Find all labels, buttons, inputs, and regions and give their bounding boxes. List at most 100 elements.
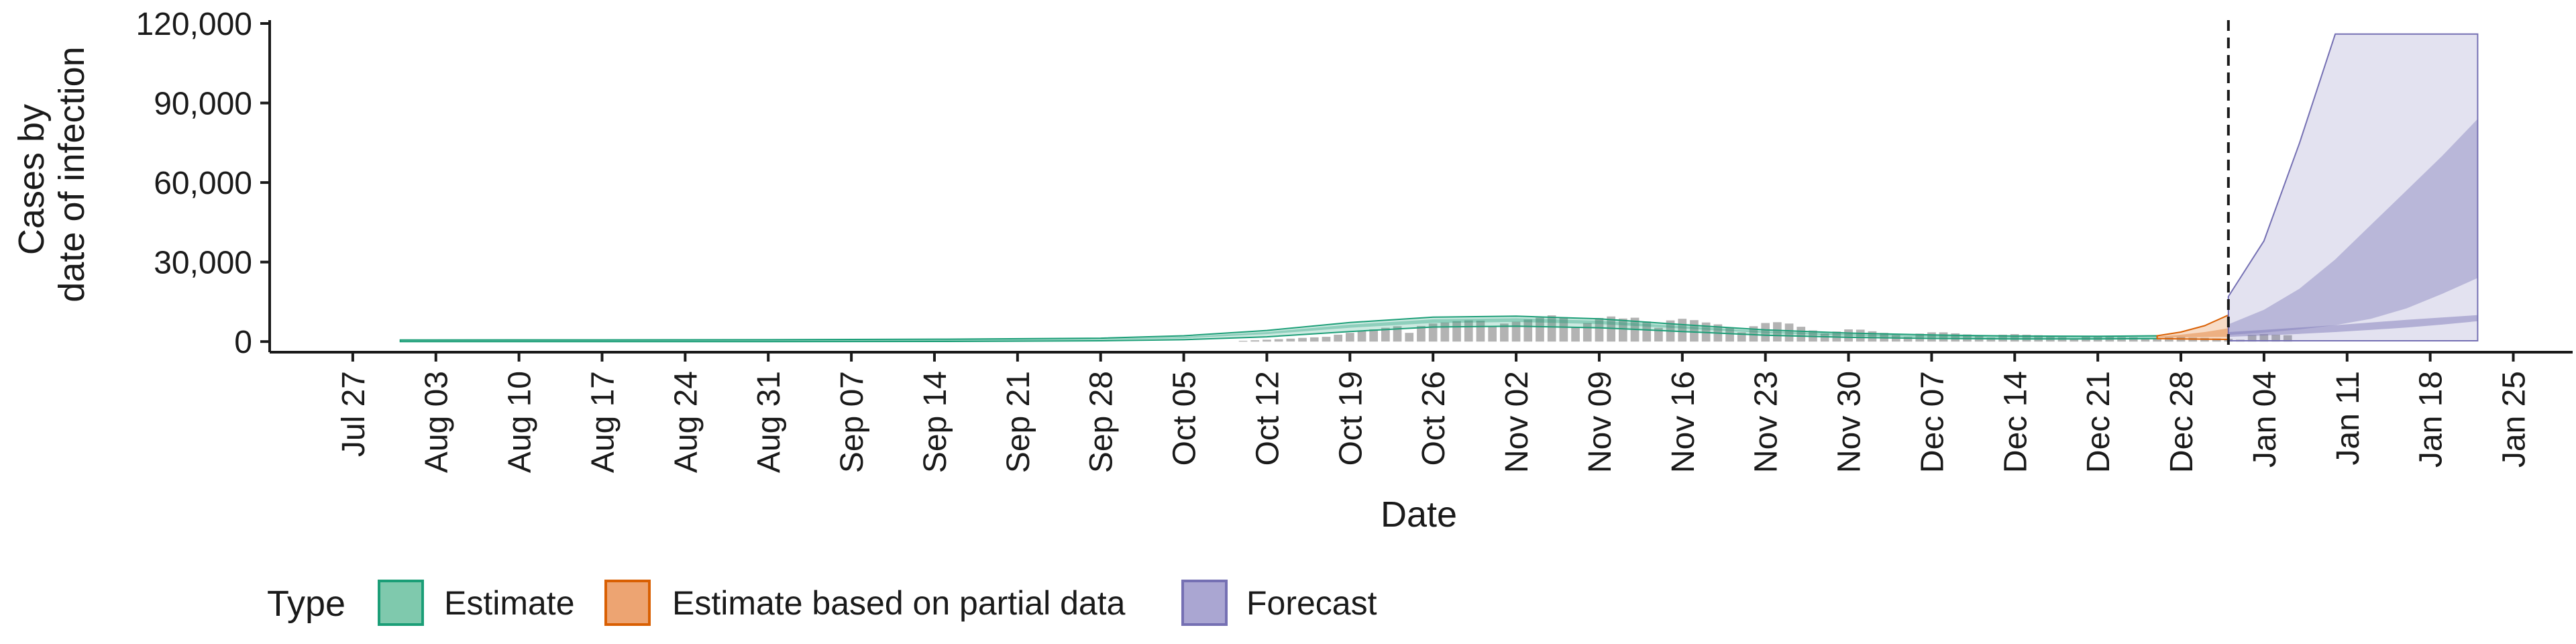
legend-title: Type bbox=[267, 584, 345, 624]
partial-inner-band bbox=[2157, 328, 2229, 338]
x-axis-ticks: Jul 27 Aug 03 Aug 10 Aug 17 Aug 24 Aug 31 Sep … bbox=[336, 352, 2532, 473]
reported-case-bar bbox=[1559, 317, 1568, 342]
reported-case-bar bbox=[2271, 334, 2280, 342]
legend-label-forecast: Forecast bbox=[1246, 584, 1377, 622]
x-tick-label: Sep 14 bbox=[918, 371, 953, 473]
reported-case-bar bbox=[1250, 340, 1260, 342]
reported-case-bar bbox=[1263, 339, 1271, 342]
reported-case-bar bbox=[1523, 319, 1533, 342]
reported-case-bar bbox=[1986, 337, 1996, 342]
legend-key-forecast bbox=[1181, 580, 1228, 626]
reported-case-bar bbox=[1322, 337, 1331, 342]
legend-key-partial bbox=[604, 580, 651, 626]
reported-case-bar bbox=[1428, 323, 1438, 342]
x-tick-label: Nov 02 bbox=[1499, 371, 1535, 473]
reported-case-bar bbox=[1393, 326, 1402, 342]
reported-case-bar bbox=[1820, 333, 1829, 342]
reported-case-bar bbox=[1536, 317, 1544, 342]
x-tick-label: Aug 03 bbox=[419, 371, 455, 473]
legend: Type Estimate Estimate based on partial … bbox=[267, 580, 1377, 626]
x-tick-label: Jan 18 bbox=[2414, 371, 2449, 468]
x-tick-label: Oct 12 bbox=[1250, 371, 1286, 466]
x-tick-label: Sep 28 bbox=[1084, 371, 1120, 473]
reported-case-bar bbox=[1298, 337, 1307, 342]
reported-case-bar bbox=[1357, 331, 1366, 342]
x-tick-label: Nov 16 bbox=[1666, 371, 1701, 473]
reported-case-bar bbox=[1773, 322, 1782, 342]
x-axis-title: Date bbox=[1381, 494, 1457, 535]
x-tick-label: Dec 07 bbox=[1915, 371, 1950, 473]
y-axis-title: Cases by date of infection bbox=[11, 46, 92, 302]
reported-case-bar bbox=[1405, 333, 1414, 342]
y-axis-title-line-2: date of infection bbox=[52, 46, 92, 302]
reported-case-bar bbox=[1595, 318, 1604, 342]
x-tick-label: Oct 05 bbox=[1167, 371, 1203, 466]
reported-case-bar bbox=[1642, 321, 1652, 342]
x-tick-label: Oct 26 bbox=[1416, 371, 1452, 466]
reported-case-bar bbox=[1381, 327, 1390, 342]
reported-case-bar bbox=[2247, 335, 2257, 342]
reported-case-bar bbox=[1274, 339, 1283, 342]
x-tick-label: Dec 14 bbox=[1998, 371, 2033, 473]
reported-case-bar bbox=[1725, 327, 1734, 342]
x-tick-label: Oct 19 bbox=[1333, 371, 1368, 466]
reported-case-bar bbox=[1998, 334, 2007, 342]
reported-case-bar bbox=[1309, 337, 1319, 342]
x-tick-label: Sep 21 bbox=[1001, 371, 1036, 473]
reported-case-bar bbox=[1784, 323, 1794, 342]
reported-case-bar bbox=[1346, 333, 1354, 342]
x-tick-label: Aug 17 bbox=[586, 371, 621, 473]
reported-case-bar bbox=[2022, 334, 2031, 342]
x-tick-label: Nov 23 bbox=[1749, 371, 1784, 473]
legend-label-estimate: Estimate bbox=[444, 584, 575, 622]
x-tick-label: Jan 25 bbox=[2497, 371, 2532, 468]
reported-case-bar bbox=[2141, 338, 2150, 342]
x-tick-label: Jul 27 bbox=[336, 371, 372, 457]
reported-case-bar bbox=[2259, 334, 2269, 342]
x-tick-label: Nov 30 bbox=[1832, 371, 1868, 473]
x-tick-label: Sep 07 bbox=[835, 371, 870, 473]
reported-case-bar bbox=[1607, 316, 1615, 342]
x-tick-label: Aug 10 bbox=[502, 371, 538, 473]
reported-case-bar bbox=[2010, 334, 2019, 342]
x-tick-label: Dec 28 bbox=[2164, 371, 2200, 473]
estimate-outer-band bbox=[399, 315, 2158, 343]
reported-case-bar bbox=[1903, 337, 1913, 342]
reported-case-bar bbox=[1796, 327, 1806, 342]
y-tick-label: 0 bbox=[234, 325, 252, 360]
axes bbox=[268, 20, 2573, 354]
reported-case-bar bbox=[1334, 334, 1342, 342]
estimate-bands bbox=[399, 33, 2479, 343]
reported-case-bar bbox=[1464, 320, 1473, 342]
x-tick-label: Dec 21 bbox=[2081, 371, 2116, 473]
y-axis-title-line-1: Cases by bbox=[11, 104, 52, 255]
legend-label-partial: Estimate based on partial data bbox=[672, 584, 1126, 622]
reported-case-bar bbox=[1500, 323, 1509, 342]
x-tick-label: Aug 31 bbox=[751, 371, 787, 473]
reported-case-bar bbox=[2153, 339, 2161, 342]
reported-case-bar bbox=[1547, 315, 1556, 342]
x-tick-label: Jan 04 bbox=[2247, 371, 2283, 468]
reported-case-bar bbox=[1369, 329, 1378, 342]
x-tick-label: Aug 24 bbox=[668, 371, 704, 473]
reported-cases-bars bbox=[1238, 315, 2292, 342]
y-tick-label: 60,000 bbox=[154, 166, 252, 201]
forecast-outer-band bbox=[2227, 33, 2479, 341]
reported-case-bar bbox=[1915, 333, 1925, 342]
reported-case-bar bbox=[2212, 338, 2221, 342]
reported-case-bar bbox=[1749, 326, 1758, 342]
reported-case-bar bbox=[1619, 318, 1627, 342]
y-tick-label: 90,000 bbox=[154, 87, 252, 122]
reported-case-bar bbox=[2129, 337, 2138, 342]
reported-case-bar bbox=[2070, 338, 2079, 342]
forecast-core-band bbox=[2228, 315, 2478, 337]
x-tick-label: Jan 11 bbox=[2330, 371, 2366, 466]
reported-case-bar bbox=[1488, 327, 1497, 342]
reported-case-bar bbox=[1417, 325, 1426, 342]
y-tick-label: 30,000 bbox=[154, 246, 252, 281]
reported-case-bar bbox=[1761, 323, 1770, 342]
reported-case-bar bbox=[2283, 335, 2292, 342]
reported-case-bar bbox=[2165, 337, 2174, 342]
reported-case-bar bbox=[1286, 338, 1295, 342]
